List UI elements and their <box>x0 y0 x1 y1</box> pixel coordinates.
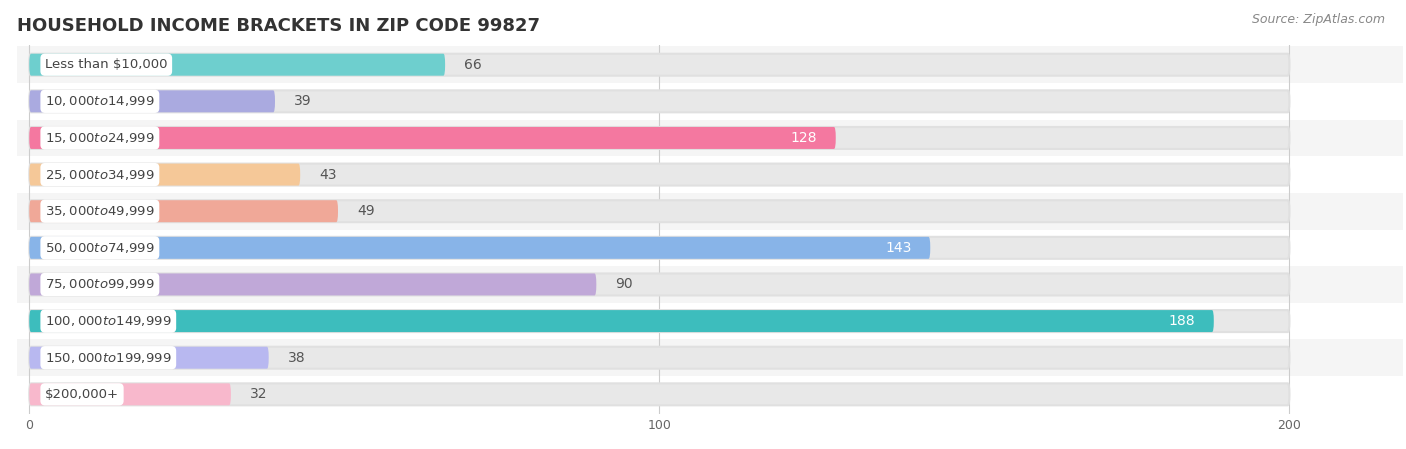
Text: 90: 90 <box>616 277 633 291</box>
Text: 32: 32 <box>250 387 267 401</box>
Text: $15,000 to $24,999: $15,000 to $24,999 <box>45 131 155 145</box>
Bar <box>17 46 1403 83</box>
Text: 43: 43 <box>319 167 336 181</box>
Text: $10,000 to $14,999: $10,000 to $14,999 <box>45 94 155 108</box>
FancyBboxPatch shape <box>30 347 1289 369</box>
Text: Source: ZipAtlas.com: Source: ZipAtlas.com <box>1251 13 1385 26</box>
Bar <box>17 229 1403 266</box>
FancyBboxPatch shape <box>30 273 596 295</box>
Text: 128: 128 <box>790 131 817 145</box>
FancyBboxPatch shape <box>30 347 269 369</box>
FancyBboxPatch shape <box>30 90 1289 112</box>
Bar <box>17 119 1403 156</box>
FancyBboxPatch shape <box>30 90 276 112</box>
FancyBboxPatch shape <box>30 237 1289 259</box>
FancyBboxPatch shape <box>30 200 1289 222</box>
Text: $75,000 to $99,999: $75,000 to $99,999 <box>45 277 155 291</box>
FancyBboxPatch shape <box>30 163 1289 185</box>
FancyBboxPatch shape <box>30 163 301 185</box>
Text: 38: 38 <box>288 351 305 365</box>
Bar <box>17 193 1403 229</box>
FancyBboxPatch shape <box>30 127 835 149</box>
Bar <box>17 83 1403 119</box>
Bar <box>17 266 1403 303</box>
FancyBboxPatch shape <box>30 200 337 222</box>
FancyBboxPatch shape <box>30 127 1289 149</box>
FancyBboxPatch shape <box>30 310 1213 332</box>
Text: 66: 66 <box>464 58 482 72</box>
Text: Less than $10,000: Less than $10,000 <box>45 58 167 71</box>
Text: $100,000 to $149,999: $100,000 to $149,999 <box>45 314 172 328</box>
Text: 39: 39 <box>294 94 312 108</box>
FancyBboxPatch shape <box>30 310 1289 332</box>
Bar <box>17 376 1403 413</box>
Text: $150,000 to $199,999: $150,000 to $199,999 <box>45 351 172 365</box>
Text: HOUSEHOLD INCOME BRACKETS IN ZIP CODE 99827: HOUSEHOLD INCOME BRACKETS IN ZIP CODE 99… <box>17 17 540 35</box>
Text: $25,000 to $34,999: $25,000 to $34,999 <box>45 167 155 181</box>
Bar <box>17 303 1403 339</box>
FancyBboxPatch shape <box>30 237 931 259</box>
Text: $200,000+: $200,000+ <box>45 388 120 401</box>
Bar <box>17 339 1403 376</box>
FancyBboxPatch shape <box>30 273 1289 295</box>
Text: 188: 188 <box>1168 314 1195 328</box>
FancyBboxPatch shape <box>30 383 231 405</box>
FancyBboxPatch shape <box>30 383 1289 405</box>
Text: $35,000 to $49,999: $35,000 to $49,999 <box>45 204 155 218</box>
Text: $50,000 to $74,999: $50,000 to $74,999 <box>45 241 155 255</box>
Text: 143: 143 <box>884 241 911 255</box>
Text: 49: 49 <box>357 204 374 218</box>
FancyBboxPatch shape <box>30 54 446 76</box>
Bar <box>17 156 1403 193</box>
FancyBboxPatch shape <box>30 54 1289 76</box>
